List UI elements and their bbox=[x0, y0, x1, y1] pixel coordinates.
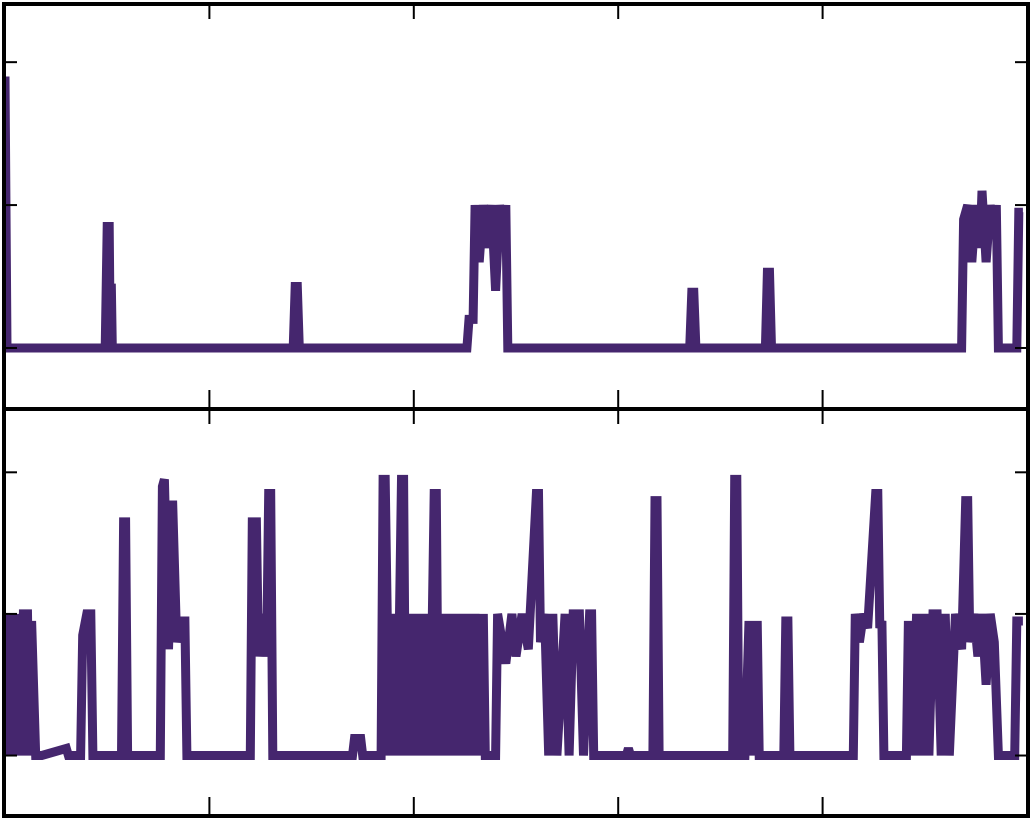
data-line bbox=[5, 76, 1024, 353]
data-line bbox=[5, 474, 1023, 760]
panel-frame bbox=[2, 407, 1030, 818]
